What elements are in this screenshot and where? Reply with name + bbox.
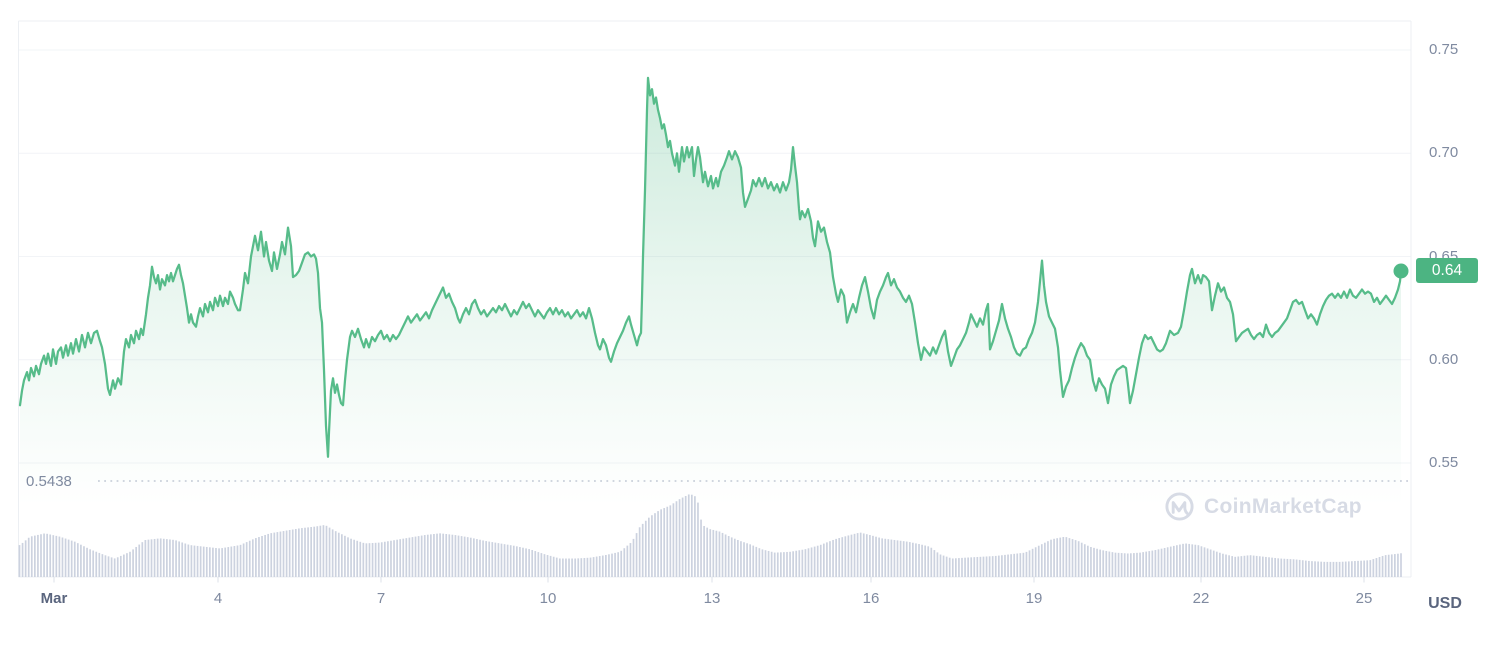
watermark-text: CoinMarketCap bbox=[1204, 494, 1362, 518]
x-axis-label-19: 19 bbox=[1025, 590, 1043, 607]
x-axis-label-25: 25 bbox=[1355, 590, 1373, 607]
coinmarketcap-logo-icon bbox=[1165, 492, 1194, 521]
x-axis-label-13: 13 bbox=[703, 590, 721, 607]
y-axis-label-0.70: 0.70 bbox=[1429, 144, 1459, 162]
x-axis-label-22: 22 bbox=[1192, 590, 1210, 607]
x-axis-label-10: 10 bbox=[539, 590, 557, 607]
x-axis-label-16: 16 bbox=[862, 590, 880, 607]
x-axis-label-7: 7 bbox=[376, 590, 386, 607]
currency-label: USD bbox=[1428, 595, 1462, 612]
y-axis-label-0.75: 0.75 bbox=[1429, 41, 1459, 58]
price-area-fill bbox=[20, 77, 1401, 578]
watermark: CoinMarketCap bbox=[1164, 491, 1362, 522]
y-axis-label-0.55: 0.55 bbox=[1429, 454, 1459, 471]
last-price-dot bbox=[1393, 263, 1409, 279]
period-low-label: 0.5438 bbox=[26, 473, 72, 490]
y-axis-label-0.60: 0.60 bbox=[1429, 350, 1459, 368]
price-line bbox=[18, 76, 1403, 458]
x-axis-label-4: 4 bbox=[213, 590, 223, 607]
x-axis-label-Mar: Mar bbox=[40, 590, 68, 607]
last-price-badge: 0.64 bbox=[1416, 258, 1478, 283]
